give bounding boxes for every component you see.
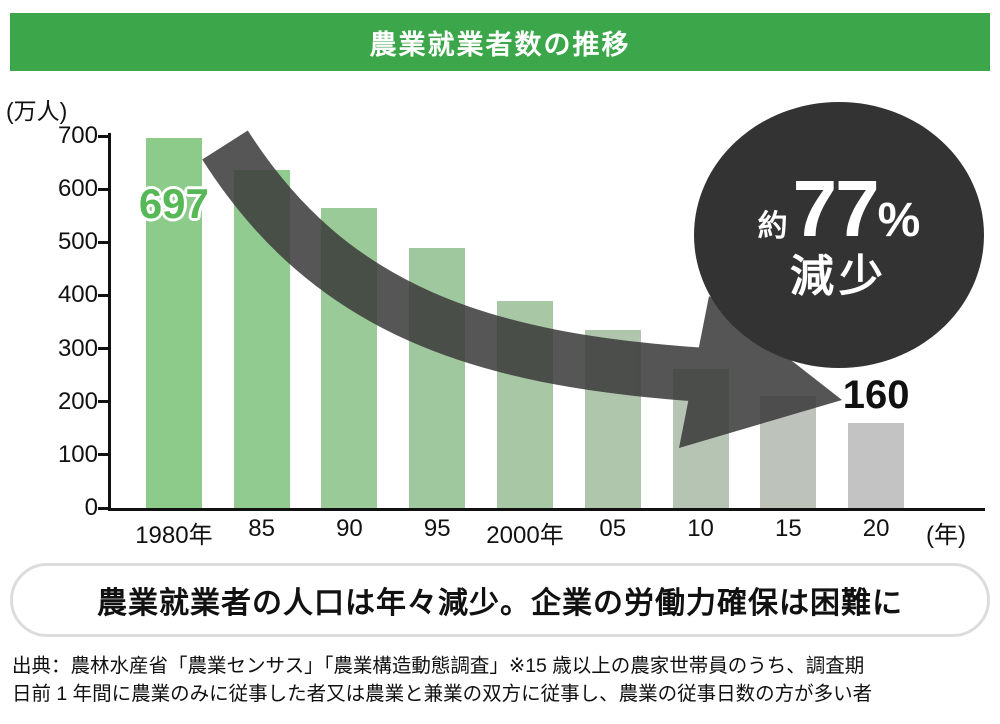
source-note: 出典：農林水産省「農業センサス」「農業構造動態調査」※15 歳以上の農家世帯員の… bbox=[12, 652, 990, 708]
decrease-percentage-badge: 約 77 % 減少 bbox=[694, 102, 984, 368]
x-tick-label-20: 20 bbox=[862, 515, 890, 542]
x-tick-label-1980年: 1980年 bbox=[135, 522, 213, 549]
y-tick-mark bbox=[98, 134, 108, 138]
badge-decrease-label: 減少 bbox=[790, 251, 888, 301]
badge-percent-value: 77 bbox=[792, 163, 880, 253]
y-tick-label: 500 bbox=[57, 228, 98, 256]
y-tick-mark bbox=[98, 187, 108, 191]
y-tick-label: 0 bbox=[84, 494, 98, 521]
y-tick-mark bbox=[98, 240, 108, 244]
badge-percent-sign: % bbox=[877, 193, 921, 247]
y-tick-label: 200 bbox=[57, 387, 98, 415]
x-axis-unit-label: (年) bbox=[926, 522, 966, 549]
value-label-1980: 697 bbox=[138, 179, 209, 227]
x-tick-label-95: 95 bbox=[423, 515, 451, 542]
x-axis-line bbox=[108, 508, 985, 511]
title-bar: 農業就業者数の推移 bbox=[10, 13, 990, 71]
source-line-2: 日前 1 年間に農業のみに従事した者又は農業と兼業の双方に従事し、農業の従事日数… bbox=[12, 683, 873, 705]
y-tick-label: 600 bbox=[57, 175, 98, 203]
y-tick-mark bbox=[98, 293, 108, 297]
x-tick-label-90: 90 bbox=[336, 515, 363, 542]
bar-20 bbox=[848, 422, 905, 508]
summary-callout: 農業就業者の人口は年々減少。企業の労働力確保は困難に bbox=[10, 563, 990, 637]
y-tick-mark bbox=[98, 347, 108, 351]
source-line-1: 出典：農林水産省「農業センサス」「農業構造動態調査」※15 歳以上の農家世帯員の… bbox=[12, 655, 865, 677]
y-axis-line bbox=[108, 133, 111, 511]
bar-95 bbox=[409, 247, 466, 508]
y-tick-mark bbox=[98, 400, 108, 404]
y-tick-mark bbox=[98, 506, 108, 510]
y-tick-label: 100 bbox=[57, 440, 98, 468]
bar-90 bbox=[321, 207, 378, 508]
y-tick-label: 400 bbox=[57, 281, 98, 309]
badge-approx-text: 約 bbox=[757, 209, 788, 243]
y-tick-label: 700 bbox=[57, 122, 98, 149]
y-tick-mark bbox=[98, 453, 108, 457]
x-tick-label-05: 05 bbox=[599, 515, 627, 542]
y-axis-unit-label: (万人) bbox=[6, 98, 68, 124]
x-tick-label-15: 15 bbox=[774, 515, 802, 542]
x-tick-label-10: 10 bbox=[687, 515, 714, 542]
x-tick-label-2000年: 2000年 bbox=[486, 522, 564, 549]
value-label-2020: 160 bbox=[842, 372, 910, 417]
x-tick-label-85: 85 bbox=[248, 515, 275, 542]
bar-05 bbox=[584, 329, 641, 508]
chart-title: 農業就業者数の推移 bbox=[369, 29, 631, 60]
y-tick-label: 300 bbox=[57, 334, 98, 362]
bar-2000年 bbox=[497, 301, 553, 508]
x-axis: 1980年 85 90 95 2000年 05 10 15 20 bbox=[130, 515, 920, 549]
bar-1980年 bbox=[145, 137, 202, 508]
bar-10 bbox=[672, 369, 729, 508]
summary-text: 農業就業者の人口は年々減少。企業の労働力確保は困難に bbox=[97, 587, 903, 620]
badge-percentage-line: 約 77 % bbox=[757, 163, 921, 253]
